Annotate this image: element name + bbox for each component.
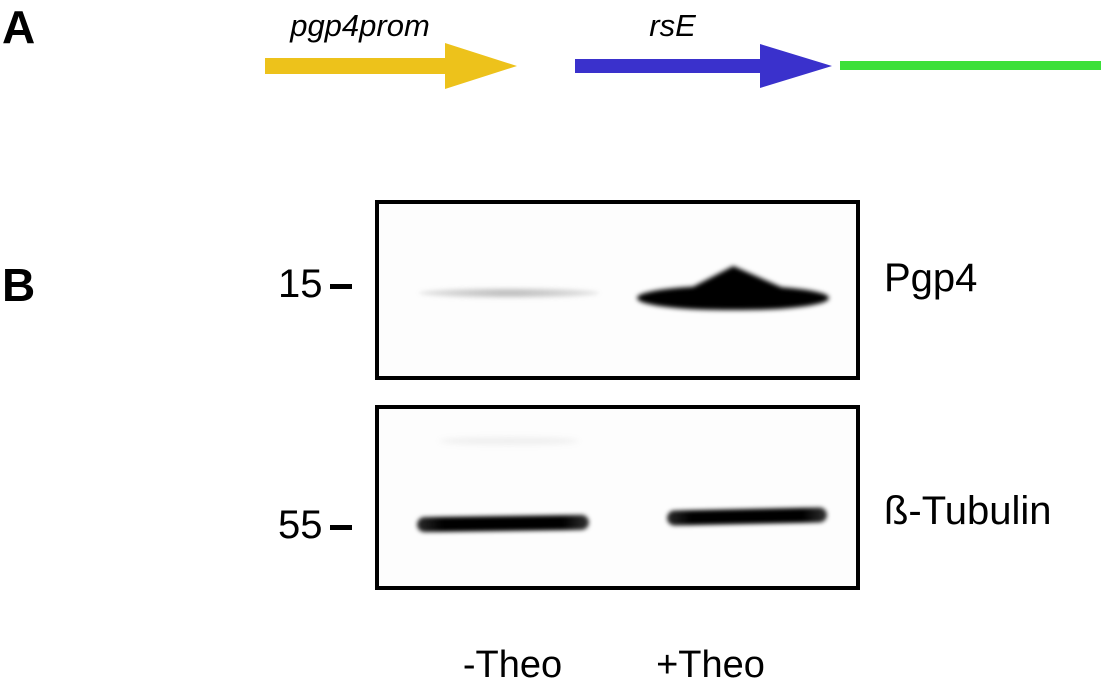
mw-tick: [329, 283, 352, 289]
gene-construct-diagram: [265, 43, 1101, 89]
band-base: [637, 286, 829, 310]
mw-marker-value: 15: [278, 262, 323, 306]
panel-b-label: B: [2, 259, 36, 311]
lane-label-minus-theo: -Theo: [462, 644, 563, 686]
lane-label-plus-theo: +Theo: [656, 644, 765, 686]
mw-marker-55: 55: [278, 505, 352, 545]
riboswitch-label: rsE: [649, 8, 696, 43]
promoter-label: pgp4prom: [290, 8, 430, 43]
mw-tick: [329, 524, 352, 530]
blot-band-tubulin-plus-theo: [666, 507, 828, 526]
protein-label-tubulin: ß-Tubulin: [884, 489, 1052, 533]
blot-band-faint-minus-theo: [419, 288, 599, 298]
blot-background-smudge: [439, 437, 579, 445]
promoter-arrow: [265, 43, 517, 89]
blot-image-tubulin: [375, 405, 860, 590]
panel-a-label: A: [2, 1, 36, 53]
gene-line: [840, 61, 1101, 70]
mw-marker-value: 55: [278, 503, 323, 547]
blot-band-strong-plus-theo: [637, 266, 829, 316]
mw-marker-15: 15: [278, 264, 352, 304]
blot-image-pgp4: [375, 200, 860, 380]
protein-label-pgp4: Pgp4: [884, 256, 978, 300]
blot-band-tubulin-minus-theo: [416, 514, 590, 533]
riboswitch-arrow: [575, 44, 832, 88]
